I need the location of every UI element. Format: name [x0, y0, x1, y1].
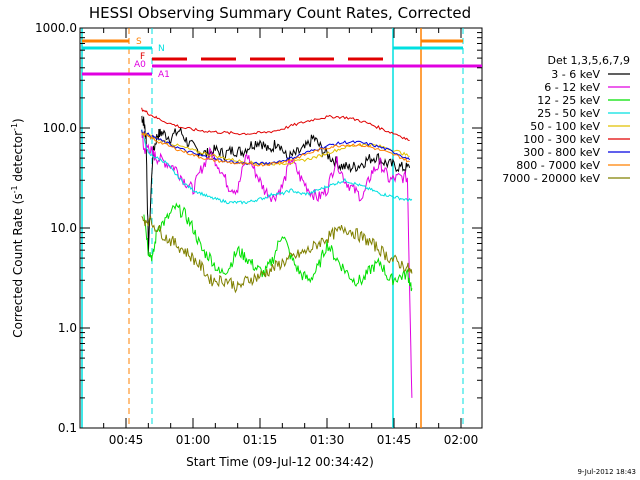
y-tick-label: 1000.0 [35, 21, 77, 35]
legend-entry-label: 800 - 7000 keV [516, 159, 600, 172]
x-tick-label: 01:45 [377, 433, 412, 447]
legend-entry-label: 100 - 300 keV [523, 133, 600, 146]
series-line-6 [141, 130, 411, 166]
legend-title: Det 1,3,5,6,7,9 [547, 54, 630, 67]
series-line-1 [141, 129, 413, 398]
flag-label-n: N [158, 44, 165, 54]
x-tick-label: 00:45 [109, 433, 144, 447]
series-line-7 [141, 132, 410, 167]
legend-entry-label: 25 - 50 keV [537, 107, 600, 120]
series-line-3 [141, 129, 413, 205]
series-line-0 [141, 115, 411, 255]
series-group [141, 107, 413, 398]
flag-label-a1: A1 [158, 70, 170, 80]
x-tick-label: 02:00 [444, 433, 479, 447]
x-tick-label: 01:00 [176, 433, 211, 447]
axes: 1000.0 100.0 10.0 1.0 0.1 00:45 01:00 01:15 01:3… [35, 21, 482, 447]
x-tick-label: 01:15 [243, 433, 278, 447]
y-tick-label: 10.0 [50, 221, 77, 235]
chart-title: HESSI Observing Summary Count Rates, Cor… [89, 4, 471, 22]
flag-label-f: F [140, 52, 145, 62]
x-tick-label: 01:30 [310, 433, 345, 447]
y-tick-label: 1.0 [58, 321, 77, 335]
series-line-5 [141, 107, 410, 141]
interval-lines [81, 28, 464, 428]
flag-labels: S N F A0 A1 [134, 37, 170, 80]
legend-entry-label: 3 - 6 keV [551, 68, 600, 81]
series-line-2 [143, 202, 413, 292]
flag-label-s: S [136, 37, 142, 47]
flag-bars [82, 39, 482, 76]
series-line-8 [141, 215, 413, 294]
legend-entry-label: 6 - 12 keV [544, 81, 600, 94]
timestamp: 9-Jul-2012 18:43 [577, 468, 636, 476]
legend-entry-label: 50 - 100 keV [530, 120, 600, 133]
y-tick-label: 100.0 [43, 121, 77, 135]
legend-entry-label: 300 - 800 keV [523, 146, 600, 159]
flag-label-a0: A0 [134, 60, 146, 70]
y-axis-label: Corrected Count Rate (s-1 detector-1) [10, 118, 25, 337]
legend-entry-label: 7000 - 20000 keV [502, 172, 600, 185]
y-tick-label: 0.1 [58, 421, 77, 435]
x-axis-label: Start Time (09-Jul-12 00:34:42) [186, 455, 374, 469]
legend-entry-label: 12 - 25 keV [537, 94, 600, 107]
